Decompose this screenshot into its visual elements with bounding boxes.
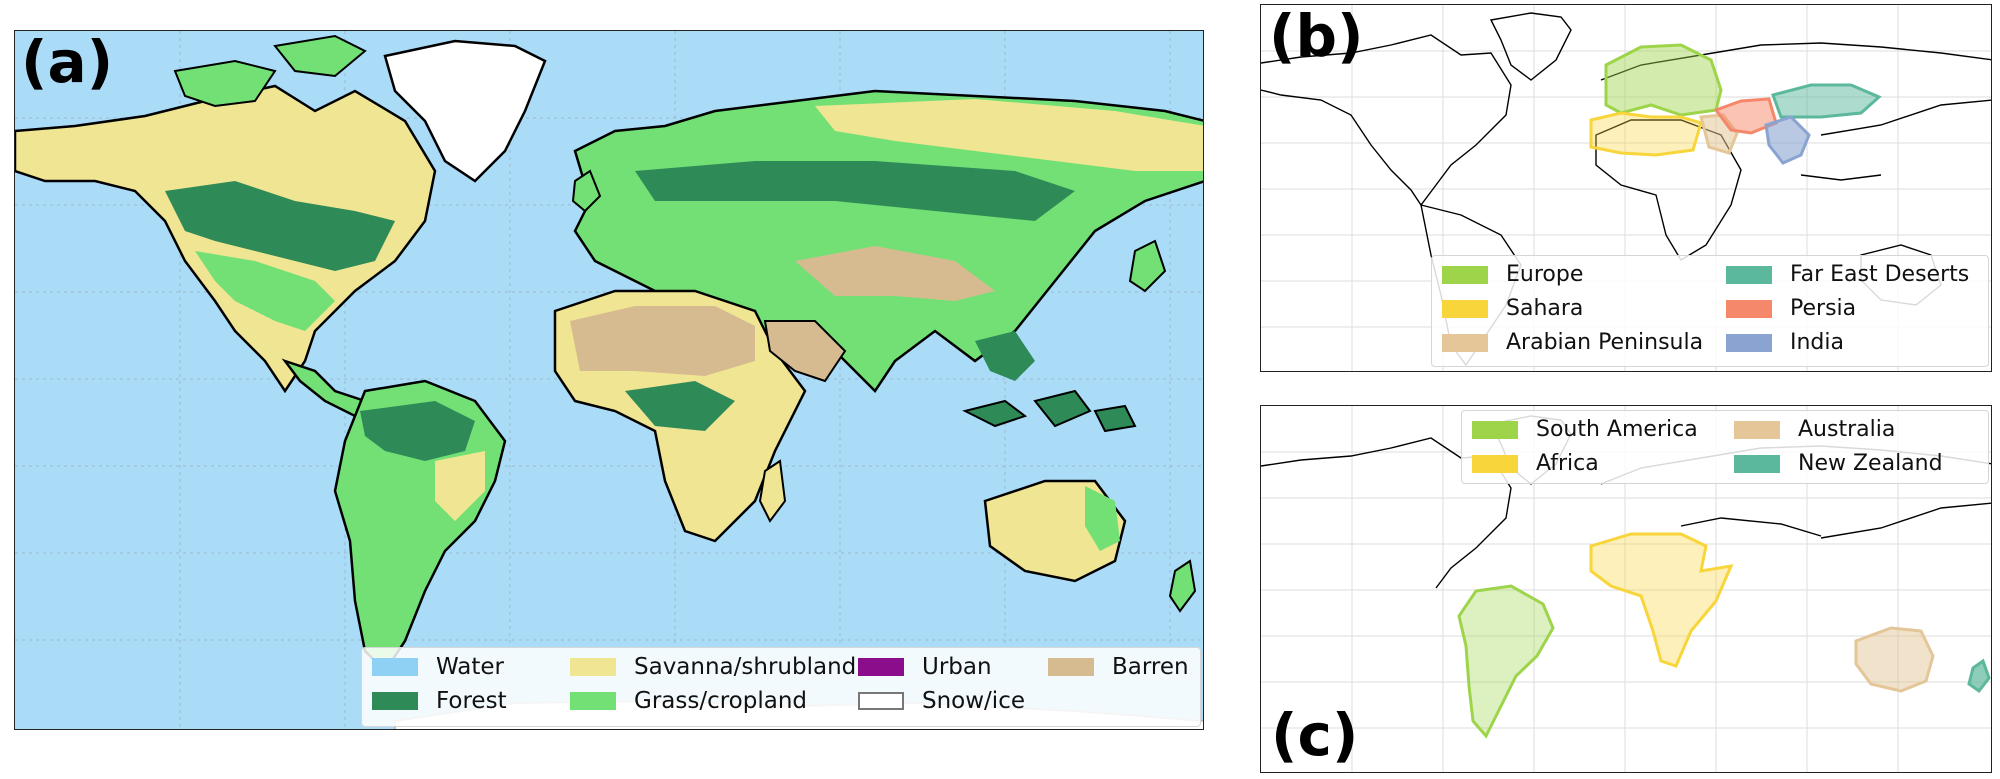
legend-label: Water: [436, 654, 504, 680]
regions-map-c: [1261, 406, 1991, 772]
legend-label: India: [1790, 330, 1844, 355]
europe-swatch: [1442, 265, 1488, 284]
panel-a-label: (a): [21, 30, 114, 96]
water-swatch: [372, 658, 418, 676]
north-america-grass: [195, 251, 335, 331]
panel-b-label: (b): [1269, 4, 1364, 70]
land-cover-map: [15, 31, 1203, 729]
sahara-swatch: [1442, 299, 1488, 318]
southeast-asia-forest: [975, 331, 1035, 381]
grass-swatch: [570, 692, 616, 710]
legend-entry-urban: Urban: [858, 654, 992, 680]
amazon-forest: [360, 401, 475, 461]
legend-entry-new-zealand: New Zealand: [1734, 451, 1943, 476]
region-europe: [1604, 43, 1723, 117]
madagascar: [758, 459, 787, 523]
north-america-forest: [165, 181, 395, 271]
legend-entry-south-america: South America: [1472, 417, 1698, 442]
legend-label: Snow/ice: [922, 688, 1025, 714]
region-sahara: [1589, 111, 1703, 157]
uk-islands: [571, 169, 602, 213]
forest-swatch: [372, 692, 418, 710]
regions-legend-c: South America Australia Africa New Zeala…: [1461, 410, 1989, 484]
new-zealand: [1168, 559, 1197, 613]
legend-entry-far-east-deserts: Far East Deserts: [1726, 262, 1969, 287]
legend-entry-africa: Africa: [1472, 451, 1599, 476]
regions-map-panel-c: (c) South America Australia Africa New Z…: [1260, 405, 1992, 773]
legend-entry-persia: Persia: [1726, 296, 1856, 321]
legend-label: Sahara: [1506, 296, 1584, 321]
legend-entry-europe: Europe: [1442, 262, 1583, 287]
region-australia: [1854, 626, 1935, 693]
legend-entry-sahara: Sahara: [1442, 296, 1583, 321]
legend-label: Europe: [1506, 262, 1584, 287]
regions-map-panel-b: (b) Europe Far East Deserts Sahara Persi…: [1260, 4, 1992, 372]
india-swatch: [1726, 333, 1772, 352]
congo-forest: [625, 381, 735, 431]
greenland: [383, 39, 547, 183]
panel-c-label: (c): [1271, 701, 1359, 769]
legend-entry-grass: Grass/cropland: [570, 688, 807, 714]
south-america-land: [333, 379, 507, 673]
region-south-america: [1457, 584, 1555, 739]
legend-entry-water: Water: [372, 654, 504, 680]
legend-label: Urban: [922, 654, 992, 680]
legend-entry-australia: Australia: [1734, 417, 1895, 442]
australia-grass: [1085, 486, 1120, 551]
persia-swatch: [1726, 299, 1772, 318]
legend-entry-snow: Snow/ice: [858, 688, 1025, 714]
legend-label: Barren: [1112, 654, 1189, 680]
legend-entry-forest: Forest: [372, 688, 507, 714]
australia-swatch: [1734, 420, 1780, 439]
legend-label: Africa: [1536, 451, 1599, 476]
region-new-zealand: [1967, 658, 1991, 694]
legend-label: New Zealand: [1798, 451, 1943, 476]
patagonia-savanna: [435, 451, 485, 521]
south-america-swatch: [1472, 420, 1518, 439]
legend-label: Grass/cropland: [634, 688, 808, 714]
urban-swatch: [858, 658, 904, 676]
legend-label: Arabian Peninsula: [1506, 330, 1704, 355]
japan: [1128, 239, 1167, 293]
legend-label: Far East Deserts: [1790, 262, 1970, 287]
sahara-barren: [570, 306, 755, 376]
region-africa: [1589, 532, 1734, 668]
legend-entry-barren: Barren: [1048, 654, 1189, 680]
land-cover-map-panel: (a) Water Savanna/shrubland Urban Barren…: [14, 30, 1204, 730]
far-east-deserts-swatch: [1726, 265, 1772, 284]
region-far-east-deserts: [1771, 83, 1882, 119]
barren-swatch: [1048, 658, 1094, 676]
legend-label: South America: [1536, 417, 1698, 442]
legend-entry-savanna: Savanna/shrubland: [570, 654, 856, 680]
legend-label: Forest: [436, 688, 507, 714]
siberia-savanna: [815, 99, 1203, 171]
regions-legend-b: Europe Far East Deserts Sahara Persia Ar…: [1431, 255, 1989, 367]
legend-label: Savanna/shrubland: [634, 654, 857, 680]
taiga-forest: [635, 161, 1075, 221]
legend-entry-arabian-peninsula: Arabian Peninsula: [1442, 330, 1703, 355]
legend-label: Australia: [1798, 417, 1896, 442]
legend-label: Persia: [1790, 296, 1857, 321]
arabian-peninsula-swatch: [1442, 333, 1488, 352]
land-cover-legend: Water Savanna/shrubland Urban Barren For…: [361, 647, 1201, 727]
africa-swatch: [1472, 454, 1518, 473]
savanna-swatch: [570, 658, 616, 676]
snow-swatch: [858, 692, 904, 710]
arctic-islands: [173, 34, 367, 108]
central-asia-barren: [795, 246, 995, 301]
region-india: [1764, 115, 1811, 165]
arabia-barren: [763, 320, 847, 383]
legend-entry-india: India: [1726, 330, 1844, 355]
new-zealand-swatch: [1734, 454, 1780, 473]
indonesia-islands: [962, 389, 1137, 433]
